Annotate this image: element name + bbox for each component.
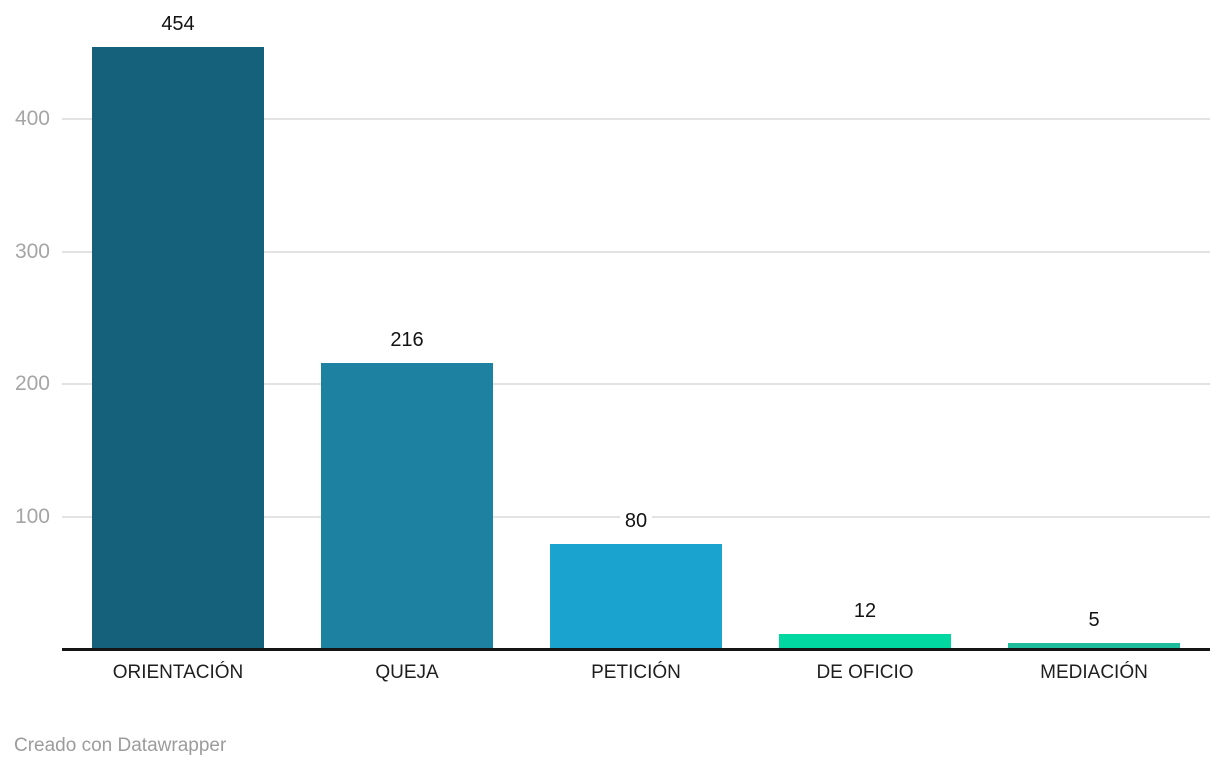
category-label-peticion: PETICIÓN xyxy=(591,662,681,683)
value-label-text: 12 xyxy=(848,598,882,624)
y-axis-tick-label-400: 400 xyxy=(14,107,50,130)
value-label-de-oficio: 12 xyxy=(779,598,951,624)
category-label-queja: QUEJA xyxy=(375,662,439,683)
value-label-mediacion: 5 xyxy=(1008,607,1180,633)
y-axis-tick-label-200: 200 xyxy=(14,372,50,395)
category-label-orientacion: ORIENTACIÓN xyxy=(112,662,244,683)
bar-orientacion xyxy=(92,47,264,650)
value-label-orientacion: 454 xyxy=(92,11,264,37)
gridline-300 xyxy=(62,251,1210,253)
value-label-text: 454 xyxy=(156,11,200,37)
bar-queja xyxy=(321,363,493,650)
value-label-text: 80 xyxy=(619,508,653,534)
bar-de-oficio xyxy=(779,634,951,650)
value-label-queja: 216 xyxy=(321,327,493,353)
datawrapper-credit-link[interactable]: Creado con Datawrapper xyxy=(14,735,227,756)
value-label-peticion: 80 xyxy=(550,508,722,534)
y-axis-tick-label-300: 300 xyxy=(14,240,50,263)
value-label-text: 216 xyxy=(385,327,429,353)
y-axis-tick-label-100: 100 xyxy=(14,505,50,528)
chart-footer: Creado con Datawrapper xyxy=(14,733,226,759)
bar-mediacion xyxy=(1008,643,1180,650)
category-label-de-oficio: DE OFICIO xyxy=(816,662,914,683)
gridline-400 xyxy=(62,118,1210,120)
category-label-mediacion: MEDIACIÓN xyxy=(1040,662,1148,683)
value-label-text: 5 xyxy=(1083,607,1105,633)
bar-peticion xyxy=(550,544,722,650)
gridline-200 xyxy=(62,383,1210,385)
x-axis-line xyxy=(62,648,1210,651)
